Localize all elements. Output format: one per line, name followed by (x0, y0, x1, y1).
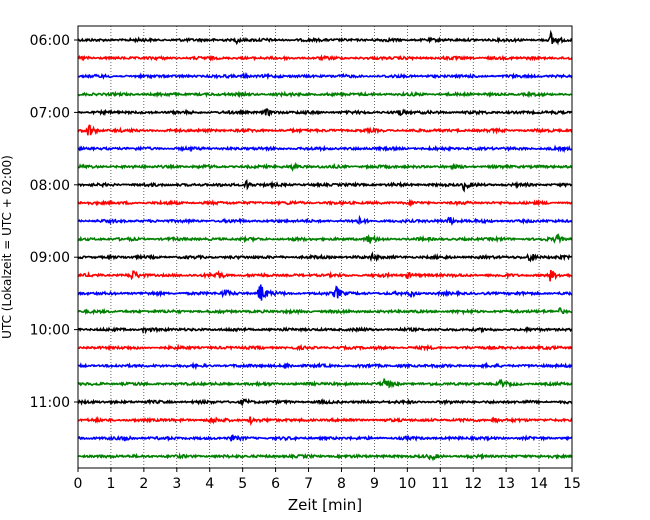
x-tick-label: 14 (530, 476, 548, 492)
seismogram-trace-1115 (77, 415, 573, 426)
x-tick-label: 8 (337, 476, 346, 492)
x-tick-label: 11 (431, 476, 449, 492)
seismogram-trace-0830 (77, 214, 573, 226)
seismogram-trace-1100 (77, 397, 573, 408)
y-axis-ticks: 06:00 07:00 08:00 09:00 10:00 11:00 (30, 33, 78, 411)
x-axis-ticks: 0 1 2 3 4 5 6 7 8 9 10 11 12 13 14 15 (74, 468, 581, 492)
x-tick-label: 7 (304, 476, 313, 492)
seismogram-trace-0815 (77, 198, 573, 208)
seismogram-traces (77, 29, 573, 462)
y-tick-label: 07:00 (30, 105, 70, 121)
seismogram-trace-0945 (78, 307, 573, 316)
seismogram-trace-0800 (77, 179, 573, 193)
y-tick-label: 09:00 (30, 250, 70, 266)
x-tick-label: 10 (398, 476, 416, 492)
x-tick-label: 2 (139, 476, 148, 492)
x-tick-label: 6 (271, 476, 280, 492)
seismogram-trace-1045 (77, 378, 573, 389)
seismogram-trace-1145 (77, 452, 573, 462)
x-tick-label: 0 (74, 476, 83, 492)
seismogram-trace-1015 (77, 343, 573, 352)
y-axis-label: UTC (Lokalzeit = UTC + 02:00) (0, 155, 14, 339)
seismogram-trace-1130 (77, 434, 573, 443)
plot-area-background (78, 26, 572, 468)
seismogram-trace-0845 (77, 233, 573, 245)
seismogram-trace-0715 (77, 124, 573, 136)
x-tick-label: 12 (464, 476, 482, 492)
x-tick-label: 5 (238, 476, 247, 492)
x-tick-label: 15 (563, 476, 581, 492)
x-tick-label: 9 (370, 476, 379, 492)
seismogram-trace-0900 (77, 251, 573, 263)
seismogram-trace-1000 (77, 326, 573, 335)
x-axis-label: Zeit [min] (288, 496, 362, 514)
seismogram-trace-0600 (77, 29, 573, 46)
plot-frame (77, 25, 573, 469)
x-tick-label: 1 (106, 476, 115, 492)
y-tick-label: 11:00 (30, 395, 70, 411)
x-tick-label: 4 (205, 476, 214, 492)
seismogram-trace-0730 (77, 144, 573, 154)
seismogram-trace-0915 (77, 269, 573, 282)
seismogram-trace-0930 (77, 284, 573, 301)
y-tick-label: 06:00 (30, 33, 70, 49)
seismogram-trace-0745 (77, 161, 573, 172)
seismogram-trace-0630 (77, 71, 573, 81)
x-tick-label: 3 (172, 476, 181, 492)
seismogram-trace-0615 (77, 53, 573, 62)
seismogram-trace-1030 (77, 361, 573, 371)
x-tick-label: 13 (497, 476, 515, 492)
y-tick-label: 10:00 (30, 323, 70, 339)
y-tick-label: 08:00 (30, 178, 70, 194)
seismogram-trace-0645 (77, 90, 573, 99)
seismogram-trace-0700 (77, 108, 573, 117)
